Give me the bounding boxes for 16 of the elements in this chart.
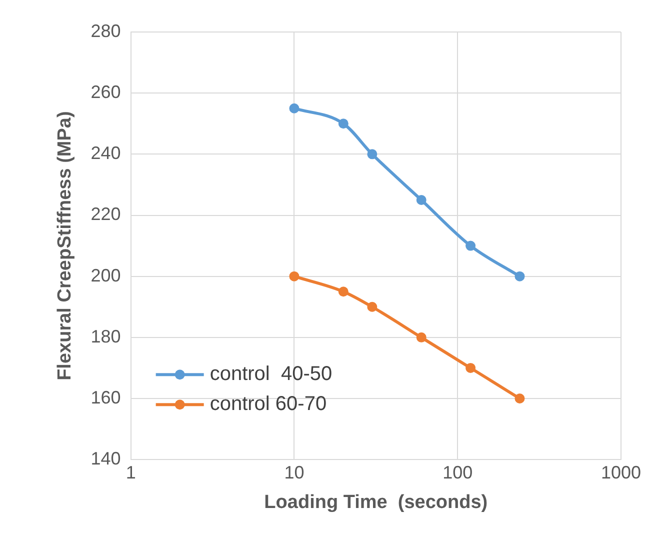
x-tick-label: 1000: [600, 462, 642, 482]
x-axis-title: Loading Time (seconds): [264, 492, 488, 513]
x-tick-label: 10: [284, 462, 304, 482]
x-tick-label: 100: [442, 462, 473, 482]
y-tick-label: 280: [90, 20, 121, 41]
legend-label: control 40-50: [210, 363, 332, 386]
y-tick-label: 160: [90, 387, 121, 408]
y-tick-label: 260: [90, 82, 121, 102]
y-tick-label: 140: [90, 448, 121, 469]
x-tick-label: 1: [126, 462, 136, 482]
y-tick-label: 240: [90, 143, 121, 164]
y-tick-label: 180: [90, 326, 121, 346]
legend-label: control 60-70: [210, 393, 327, 416]
y-tick-label: 220: [90, 204, 121, 224]
y-axis-title: Flexural CreepStiffness (MPa): [54, 111, 76, 380]
y-tick-label: 200: [90, 265, 121, 286]
